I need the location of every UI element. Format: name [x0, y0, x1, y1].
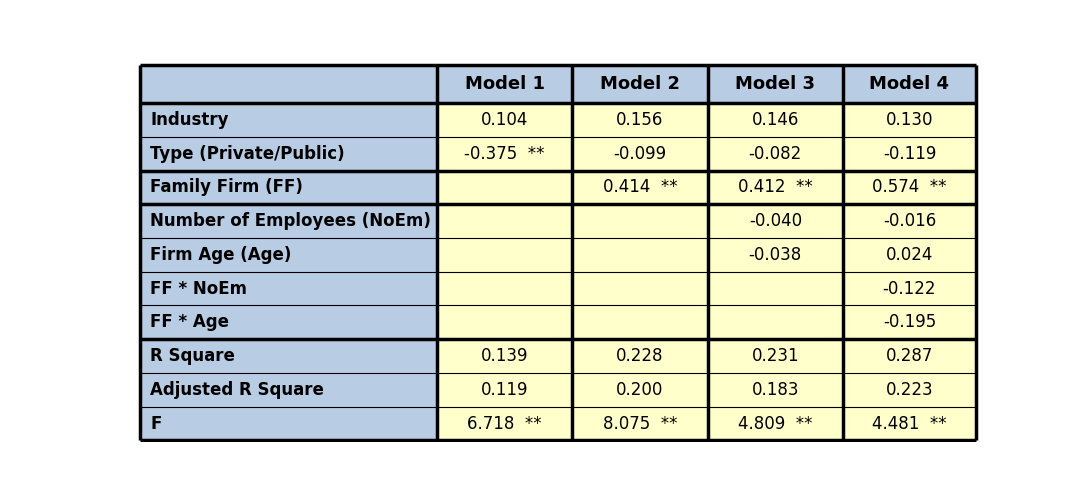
Text: 0.231: 0.231	[751, 347, 799, 365]
Text: -0.119: -0.119	[883, 145, 937, 163]
Bar	[843, 170, 976, 204]
Bar	[708, 306, 843, 339]
Bar	[843, 103, 976, 137]
Bar	[843, 306, 976, 339]
Text: Model 3: Model 3	[735, 75, 816, 93]
Text: 0.130: 0.130	[885, 111, 933, 129]
Bar	[843, 66, 976, 103]
Bar	[437, 137, 573, 170]
Bar	[573, 103, 708, 137]
Text: 0.119: 0.119	[481, 381, 528, 399]
Bar	[708, 66, 843, 103]
Text: Industry: Industry	[150, 111, 229, 129]
Bar	[708, 238, 843, 272]
Bar	[140, 373, 437, 407]
Text: 0.104: 0.104	[481, 111, 528, 129]
Text: 4.809  **: 4.809 **	[738, 414, 812, 432]
Bar	[843, 272, 976, 306]
Bar	[437, 407, 573, 440]
Bar	[140, 103, 437, 137]
Bar	[437, 170, 573, 204]
Bar	[437, 238, 573, 272]
Text: Model 1: Model 1	[465, 75, 544, 93]
Bar	[437, 373, 573, 407]
Bar	[708, 103, 843, 137]
Text: Firm Age (Age): Firm Age (Age)	[150, 246, 292, 264]
Text: -0.375  **: -0.375 **	[464, 145, 544, 163]
Bar	[573, 238, 708, 272]
Text: 0.139: 0.139	[481, 347, 528, 365]
Bar	[573, 170, 708, 204]
Bar	[573, 137, 708, 170]
Text: -0.038: -0.038	[749, 246, 802, 264]
Text: -0.122: -0.122	[883, 280, 937, 298]
Bar	[140, 407, 437, 440]
Text: Adjusted R Square: Adjusted R Square	[150, 381, 325, 399]
Bar	[708, 339, 843, 373]
Bar	[843, 407, 976, 440]
Bar	[708, 407, 843, 440]
Text: 0.183: 0.183	[751, 381, 799, 399]
Bar	[708, 373, 843, 407]
Bar	[573, 272, 708, 306]
Bar	[708, 204, 843, 238]
Bar	[843, 204, 976, 238]
Text: 0.200: 0.200	[616, 381, 663, 399]
Text: -0.016: -0.016	[883, 212, 937, 230]
Bar	[140, 272, 437, 306]
Text: 0.223: 0.223	[885, 381, 933, 399]
Bar	[573, 66, 708, 103]
Bar	[843, 339, 976, 373]
Bar	[140, 204, 437, 238]
Bar	[708, 170, 843, 204]
Bar	[573, 204, 708, 238]
Text: Family Firm (FF): Family Firm (FF)	[150, 178, 304, 196]
Text: -0.099: -0.099	[613, 145, 666, 163]
Text: 0.228: 0.228	[616, 347, 663, 365]
Bar	[843, 238, 976, 272]
Bar	[843, 137, 976, 170]
Bar	[708, 272, 843, 306]
Text: Model 4: Model 4	[869, 75, 950, 93]
Bar	[437, 339, 573, 373]
Text: 8.075  **: 8.075 **	[602, 414, 677, 432]
Bar	[708, 137, 843, 170]
Text: FF * NoEm: FF * NoEm	[150, 280, 247, 298]
Text: 0.146: 0.146	[751, 111, 799, 129]
Text: 0.412  **: 0.412 **	[738, 178, 812, 196]
Bar	[573, 407, 708, 440]
Text: 0.414  **: 0.414 **	[602, 178, 677, 196]
Bar	[573, 306, 708, 339]
Text: Number of Employees (NoEm): Number of Employees (NoEm)	[150, 212, 431, 230]
Text: FF * Age: FF * Age	[150, 314, 230, 331]
Text: 6.718  **: 6.718 **	[467, 414, 542, 432]
Bar	[437, 272, 573, 306]
Bar	[437, 306, 573, 339]
Bar	[573, 373, 708, 407]
Text: -0.040: -0.040	[749, 212, 802, 230]
Bar	[140, 170, 437, 204]
Text: Model 2: Model 2	[600, 75, 680, 93]
Text: 0.574  **: 0.574 **	[872, 178, 946, 196]
Text: -0.082: -0.082	[749, 145, 802, 163]
Bar	[843, 373, 976, 407]
Bar	[140, 306, 437, 339]
Bar	[437, 103, 573, 137]
Bar	[140, 137, 437, 170]
Bar	[437, 66, 573, 103]
Bar	[140, 238, 437, 272]
Bar	[437, 204, 573, 238]
Text: Type (Private/Public): Type (Private/Public)	[150, 145, 345, 163]
Text: R Square: R Square	[150, 347, 235, 365]
Text: 0.287: 0.287	[885, 347, 933, 365]
Text: F: F	[150, 414, 162, 432]
Bar	[140, 66, 437, 103]
Text: 0.156: 0.156	[616, 111, 663, 129]
Bar	[140, 339, 437, 373]
Text: 4.481  **: 4.481 **	[872, 414, 946, 432]
Text: 0.024: 0.024	[885, 246, 933, 264]
Bar	[573, 339, 708, 373]
Text: -0.195: -0.195	[883, 314, 937, 331]
